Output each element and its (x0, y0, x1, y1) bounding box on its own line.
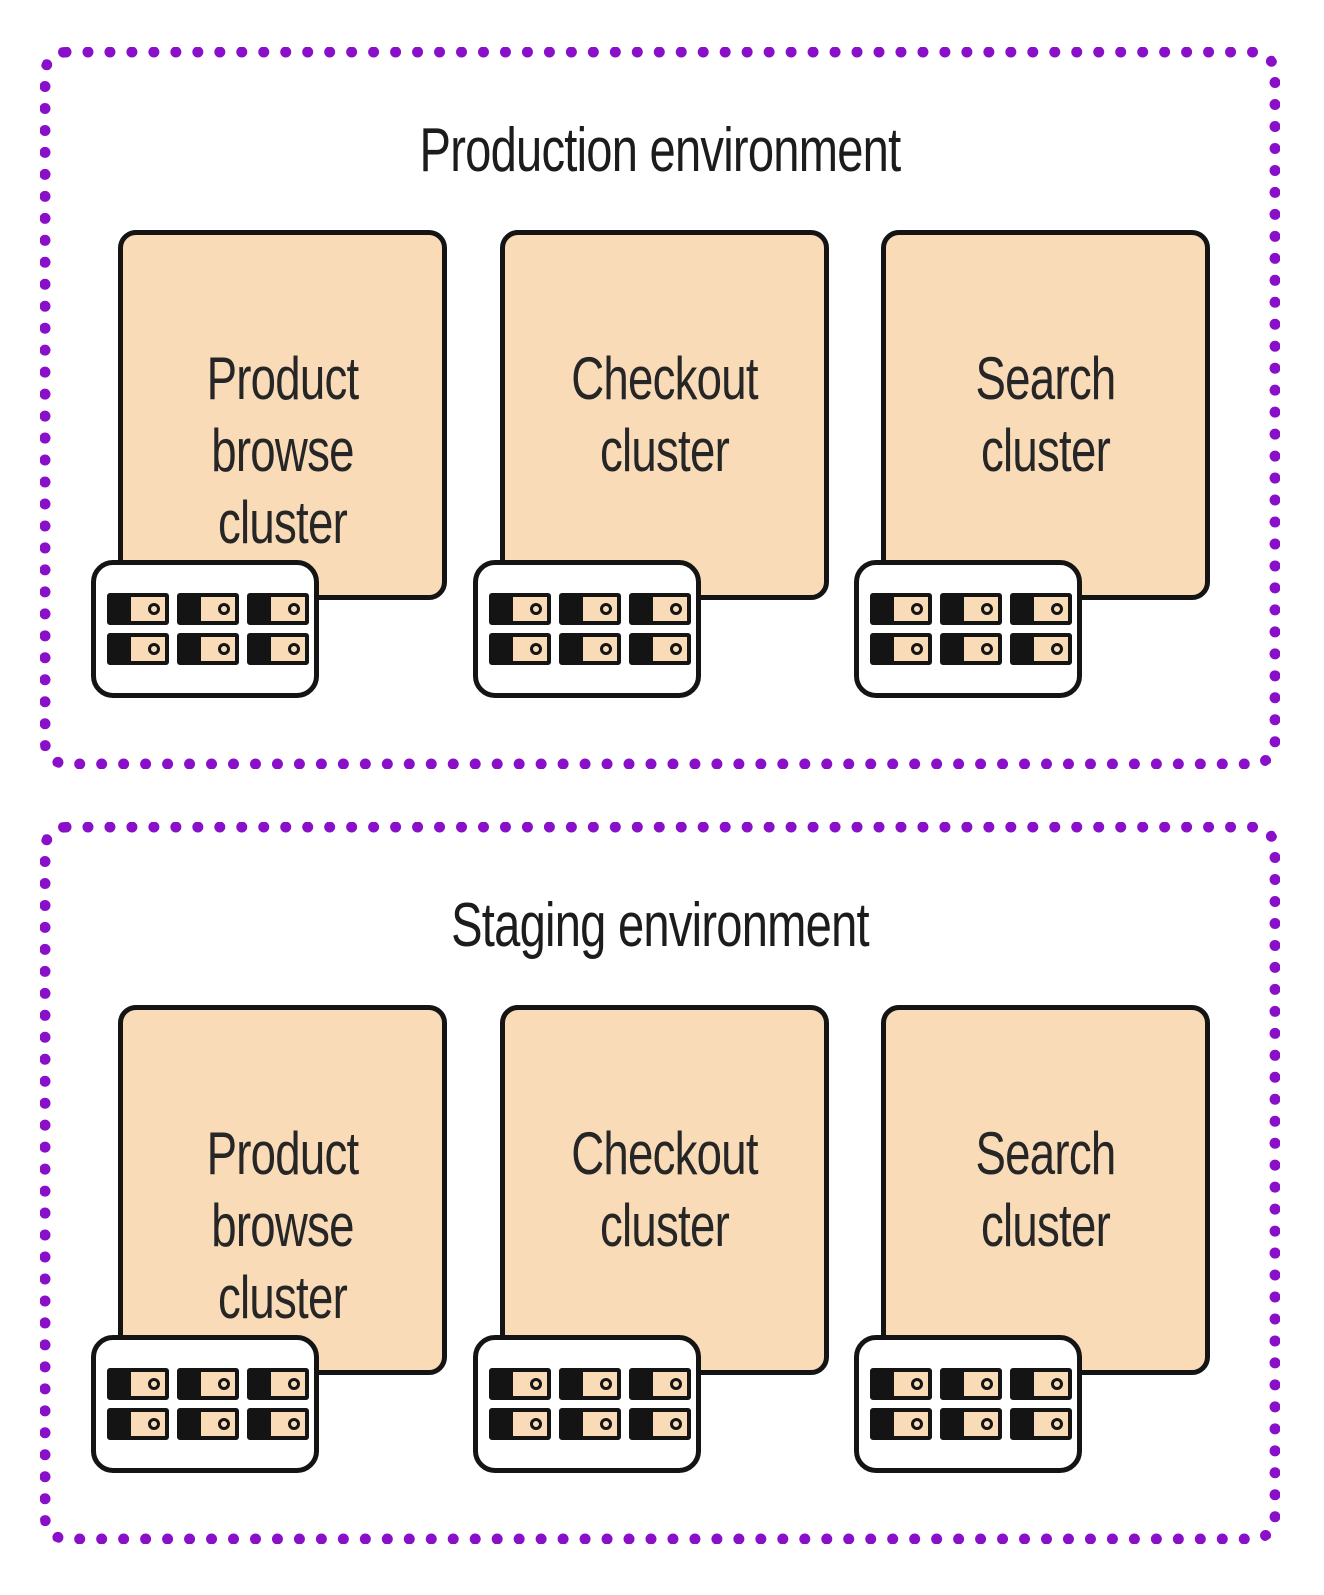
server-unit-icon (107, 1368, 169, 1400)
search-cluster: Search cluster (854, 1005, 1210, 1473)
server-unit-icon (559, 1408, 621, 1440)
server-unit-icon (629, 1368, 691, 1400)
cluster-box: Checkout cluster (500, 230, 829, 600)
server-unit-icon (489, 593, 551, 625)
server-unit-icon (489, 633, 551, 665)
server-unit-icon (629, 593, 691, 625)
server-unit-icon (107, 633, 169, 665)
checkout-cluster: Checkout cluster (473, 230, 829, 698)
cluster-label: Product browse cluster (206, 345, 360, 556)
checkout-cluster: Checkout cluster (473, 1005, 829, 1473)
server-rack-icon (854, 560, 1082, 698)
server-unit-icon (870, 593, 932, 625)
environment-title: Staging environment (451, 891, 870, 960)
environment-title: Production environment (419, 116, 902, 185)
server-unit-icon (940, 633, 1002, 665)
server-unit-icon (177, 1408, 239, 1440)
server-unit-icon (1010, 1368, 1072, 1400)
cluster-label: Search cluster (975, 1120, 1117, 1259)
server-unit-icon (177, 593, 239, 625)
server-unit-icon (489, 1368, 551, 1400)
server-rack-icon (854, 1335, 1082, 1473)
server-unit-icon (489, 1408, 551, 1440)
search-cluster: Search cluster (854, 230, 1210, 698)
cluster-label: Checkout cluster (571, 345, 758, 484)
server-unit-icon (247, 1368, 309, 1400)
server-unit-icon (870, 1368, 932, 1400)
cluster-box: Search cluster (881, 230, 1210, 600)
server-unit-icon (940, 593, 1002, 625)
cluster-label: Product browse cluster (206, 1120, 360, 1331)
server-unit-icon (870, 633, 932, 665)
server-unit-icon (1010, 1408, 1072, 1440)
server-unit-icon (177, 633, 239, 665)
server-rack-icon (473, 1335, 701, 1473)
server-unit-icon (940, 1408, 1002, 1440)
server-unit-icon (1010, 633, 1072, 665)
server-unit-icon (559, 633, 621, 665)
server-unit-icon (107, 593, 169, 625)
cluster-box: Product browse cluster (118, 1005, 447, 1375)
server-rack-icon (91, 560, 319, 698)
staging-environment: Staging environment Product browse clust… (40, 822, 1280, 1544)
server-unit-icon (1010, 593, 1072, 625)
server-unit-icon (247, 593, 309, 625)
cluster-box: Product browse cluster (118, 230, 447, 600)
cluster-label: Search cluster (975, 345, 1117, 484)
server-unit-icon (629, 1408, 691, 1440)
server-rack-icon (91, 1335, 319, 1473)
production-environment: Production environment Product browse cl… (40, 47, 1280, 769)
cluster-box: Search cluster (881, 1005, 1210, 1375)
server-unit-icon (559, 1368, 621, 1400)
server-unit-icon (177, 1368, 239, 1400)
product-browse-cluster: Product browse cluster (91, 230, 447, 698)
server-unit-icon (107, 1408, 169, 1440)
server-unit-icon (940, 1368, 1002, 1400)
server-unit-icon (559, 593, 621, 625)
server-unit-icon (629, 633, 691, 665)
server-unit-icon (247, 1408, 309, 1440)
cluster-box: Checkout cluster (500, 1005, 829, 1375)
cluster-label: Checkout cluster (571, 1120, 758, 1259)
server-rack-icon (473, 560, 701, 698)
server-unit-icon (247, 633, 309, 665)
product-browse-cluster: Product browse cluster (91, 1005, 447, 1473)
server-unit-icon (870, 1408, 932, 1440)
